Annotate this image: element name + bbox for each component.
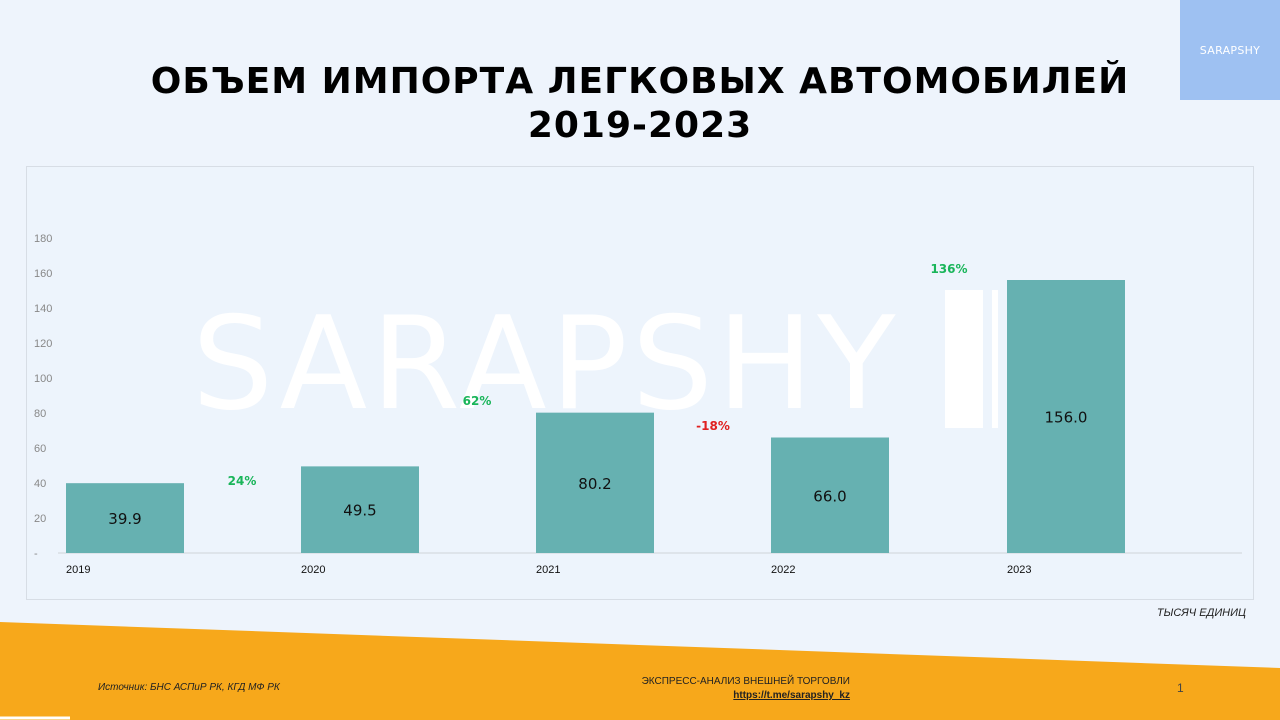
footer-caption: ЭКСПРЕСС-АНАЛИЗ ВНЕШНЕЙ ТОРГОВЛИ: [641, 676, 850, 687]
x-tick-label: 2022: [771, 564, 795, 576]
telegram-link[interactable]: https://t.me/sarapshy_kz: [733, 690, 850, 701]
x-tick-label: 2020: [301, 564, 325, 576]
x-tick-label: 2019: [66, 564, 90, 576]
y-tick-label: -: [34, 548, 38, 560]
import-volume-chart: SARAPSHY-2040608010012014016018039.92019…: [34, 233, 1242, 576]
y-tick-label: 140: [34, 303, 52, 315]
y-tick-label: 20: [34, 513, 46, 525]
title-line-1: Объем импорта легковых автомобилей: [150, 61, 1130, 102]
y-tick-label: 60: [34, 443, 46, 455]
brand-logo: SARAPSHY: [1180, 0, 1280, 100]
x-tick-label: 2023: [1007, 564, 1031, 576]
change-label: 136%: [930, 262, 967, 276]
bar: [66, 483, 184, 553]
bar-value-label: 39.9: [108, 510, 141, 528]
y-tick-label: 40: [34, 478, 46, 490]
change-label: -18%: [696, 419, 730, 433]
watermark-bar-icon: [945, 290, 983, 428]
change-label: 62%: [463, 394, 492, 408]
watermark-bar-icon: [992, 290, 998, 428]
page-title: Объем импорта легковых автомобилей 2019-…: [100, 60, 1180, 148]
bar: [301, 466, 419, 553]
page-number: 1: [1177, 681, 1184, 695]
brand-logo-text: SARAPSHY: [1199, 43, 1261, 57]
x-tick-label: 2021: [536, 564, 560, 576]
y-tick-label: 120: [34, 338, 52, 350]
bar-value-label: 80.2: [578, 475, 611, 493]
y-tick-label: 100: [34, 373, 52, 385]
bar: [536, 412, 654, 553]
units-label: ТЫСЯЧ ЕДИНИЦ: [1156, 607, 1246, 619]
bar-value-label: 66.0: [813, 487, 846, 505]
source-note: Источник: БНС АСПиР РК, КГД МФ РК: [98, 682, 280, 693]
bar: [771, 437, 889, 553]
bar: [1007, 280, 1125, 553]
bar-value-label: 49.5: [343, 502, 376, 520]
footer-caption-block: ЭКСПРЕСС-АНАЛИЗ ВНЕШНЕЙ ТОРГОВЛИ https:/…: [500, 675, 850, 703]
y-tick-label: 80: [34, 408, 46, 420]
change-label: 24%: [228, 474, 257, 488]
title-line-2: 2019-2023: [527, 105, 753, 146]
bar-value-label: 156.0: [1045, 409, 1088, 427]
y-tick-label: 180: [34, 233, 52, 245]
y-tick-label: 160: [34, 268, 52, 280]
